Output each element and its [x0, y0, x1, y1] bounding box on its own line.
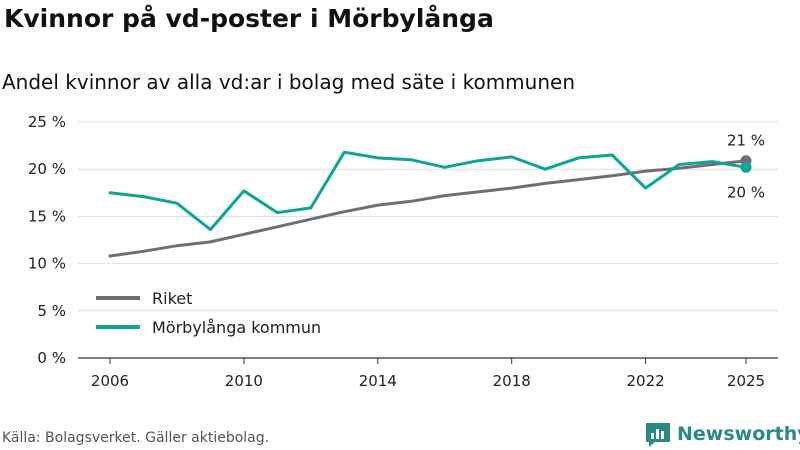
brand-logo: Newsworthy — [645, 420, 800, 448]
series-line-morbylanga — [108, 150, 748, 232]
y-tick-label: 5 % — [37, 302, 66, 320]
end-label-riket: 21 % — [727, 132, 765, 150]
line-chart: 0 % 5 % 10 % 15 % 20 % 25 % 2006 2010 2014 2018 20… — [28, 113, 778, 390]
chart-title: Kvinnor på vd-poster i Mörbylånga — [4, 4, 494, 33]
legend-item-morbylanga-label: Mörbylånga kommun — [152, 318, 321, 337]
x-tick-label: 2014 — [359, 372, 397, 390]
x-tick-label: 2018 — [493, 372, 531, 390]
end-label-morbylanga: 20 % — [727, 183, 765, 201]
chart-subtitle: Andel kvinnor av alla vd:ar i bolag med … — [2, 70, 575, 94]
x-tick-label: 2010 — [225, 372, 263, 390]
x-tick-label: 2006 — [91, 372, 129, 390]
y-tick-label: 15 % — [28, 207, 66, 225]
source-note: Källa: Bolagsverket. Gäller aktiebolag. — [2, 430, 270, 446]
brand-name: Newsworthy — [677, 423, 800, 445]
newsworthy-logo-icon — [646, 423, 670, 447]
series-line-riket — [108, 159, 748, 258]
y-tick-label: 10 % — [28, 255, 66, 273]
y-tick-label: 25 % — [28, 113, 66, 131]
end-point-morbylanga — [740, 161, 752, 173]
y-tick-label: 0 % — [37, 349, 66, 367]
x-tick-label: 2025 — [727, 372, 765, 390]
y-tick-label: 20 % — [28, 160, 66, 178]
legend-item-riket-label: Riket — [152, 289, 192, 308]
x-tick-label: 2022 — [626, 372, 664, 390]
